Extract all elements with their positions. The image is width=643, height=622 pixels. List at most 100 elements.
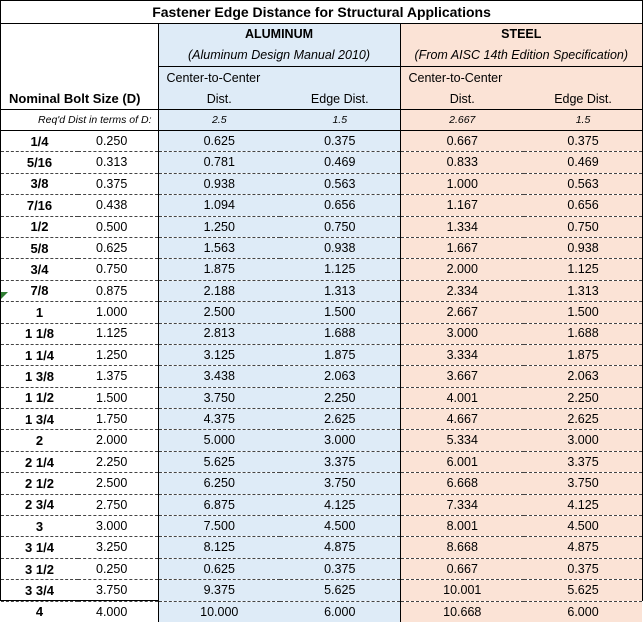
steel-cc-cell: 0.833 [399,151,524,174]
aluminum-cc-cell: 0.625 [157,558,280,581]
nominal-diameter-cell: 4.000 [96,604,128,619]
bolt-size-cell: 1/2 [1,216,78,238]
aluminum-edge-cell: 0.938 [280,237,400,260]
aluminum-cc-cell: 2.813 [157,323,280,345]
table-row: 1 3/8 1.375 3.438 2.063 3.667 2.063 [1,365,643,388]
steel-edge-cell: 0.656 [524,194,643,217]
steel-edge-cell: 4.125 [524,494,643,517]
bolt-size-cell: 1/4 [1,130,78,153]
nominal-diameter-cell: 3.250 [78,536,158,559]
steel-edge-label: Edge Dist. [524,89,643,110]
aluminum-cc-cell: 10.000 [157,601,280,622]
aluminum-cc-cell: 0.938 [157,173,280,196]
nominal-diameter-cell: 0.250 [78,130,158,153]
steel-cc-cell: 3.334 [399,344,524,367]
nominal-diameter-cell: 0.250 [78,558,158,581]
aluminum-cc-cell: 4.375 [157,408,280,431]
aluminum-cc-cell: 5.000 [157,429,280,452]
bolt-size-cell: 3 3/4 [1,579,78,602]
table-row: 1 1/4 1.250 3.125 1.875 3.334 1.875 [1,344,643,367]
bolt-size-cell: 1 3/8 [1,365,78,388]
nominal-diameter-cell: 2.750 [78,494,158,517]
required-distance-label: Req'd Dist in terms of D: [1,109,158,131]
steel-edge-cell: 0.938 [524,237,643,260]
steel-cc-cell: 6.668 [399,472,524,495]
steel-edge-cell: 3.000 [524,429,643,452]
aluminum-cc-label-line2: Dist. [157,89,280,110]
steel-cc-cell: 4.667 [399,408,524,431]
aluminum-edge-cell: 2.063 [280,365,400,388]
aluminum-edge-cell: 1.688 [280,323,400,345]
nominal-diameter-cell: 3.750 [78,579,158,602]
steel-cc-label-line2: Dist. [399,89,524,110]
aluminum-edge-cell: 2.250 [280,387,400,410]
aluminum-edge-cell: 4.500 [280,515,400,538]
nominal-diameter-cell: 1.000 [78,301,158,324]
steel-cc-cell: 1.334 [399,216,524,238]
aluminum-cc-cell: 6.875 [157,494,280,517]
steel-cc-cell: 10.001 [399,579,524,602]
bolt-size-cell: 1 1/2 [1,387,78,410]
steel-edge-cell: 0.750 [524,216,643,238]
table-row: 2 3/4 2.750 6.875 4.125 7.334 4.125 [1,494,643,517]
aluminum-edge-label: Edge Dist. [280,89,400,110]
bolt-size-cell: 1 [1,301,78,324]
table-row: 4 4.000 10.000 6.000 10.668 6.000 [1,601,643,622]
table-row: 1 1/8 1.125 2.813 1.688 3.000 1.688 [1,323,643,345]
steel-cc-cell: 5.334 [399,429,524,452]
steel-cc-cell: 2.667 [399,301,524,324]
aluminum-edge-cell: 0.375 [280,130,400,153]
bolt-size-cell: 7/16 [1,194,78,217]
req-aluminum-edge: 1.5 [280,109,400,131]
bolt-size-cell: 2 1/2 [1,472,78,495]
aluminum-cc-cell: 7.500 [157,515,280,538]
steel-edge-cell: 0.563 [524,173,643,196]
steel-cc-label-line1: Center-to-Center [399,66,524,89]
req-steel-edge: 1.5 [524,109,643,131]
req-steel-cc: 2.667 [399,109,524,131]
aluminum-cc-cell: 1.094 [157,194,280,217]
aluminum-cc-cell: 1.250 [157,216,280,238]
nominal-diameter-cell: 0.313 [78,151,158,174]
aluminum-edge-cell: 0.375 [280,558,400,581]
aluminum-edge-cell: 3.375 [280,451,400,474]
aluminum-cc-cell: 0.625 [157,130,280,153]
bolt-size-cell: 3 [1,515,78,538]
aluminum-cc-cell: 2.500 [157,301,280,324]
steel-source: (From AISC 14th Edition Specification) [399,44,643,67]
table-row: 1/4 0.250 0.625 0.375 0.667 0.375 [1,130,643,153]
steel-edge-cell: 3.750 [524,472,643,495]
nominal-bolt-size-header: Nominal Bolt Size (D) [9,91,141,106]
steel-cc-cell: 1.167 [399,194,524,217]
bolt-size-cell: 4 [35,604,44,620]
aluminum-edge-cell: 5.625 [280,579,400,602]
aluminum-cc-cell: 1.563 [157,237,280,260]
nominal-diameter-cell: 1.125 [78,323,158,345]
steel-edge-cell: 0.469 [524,151,643,174]
steel-cc-cell: 1.667 [399,237,524,260]
steel-edge-cell: 2.063 [524,365,643,388]
aluminum-cc-cell: 8.125 [157,536,280,559]
aluminum-edge-cell: 4.875 [280,536,400,559]
steel-edge-cell: 5.625 [524,579,643,602]
steel-cc-cell: 0.667 [399,130,524,153]
bolt-size-cell: 2 1/4 [1,451,78,474]
steel-cc-cell: 2.000 [399,258,524,281]
steel-cc-cell: 2.334 [399,280,524,303]
aluminum-cc-cell: 3.750 [157,387,280,410]
nominal-diameter-cell: 2.000 [78,429,158,452]
aluminum-edge-cell: 4.125 [280,494,400,517]
steel-cc-cell: 4.001 [399,387,524,410]
table-title: Fastener Edge Distance for Structural Ap… [1,1,643,24]
aluminum-edge-cell: 2.625 [280,408,400,431]
table-row: 2 2.000 5.000 3.000 5.334 3.000 [1,429,643,452]
aluminum-source: (Aluminum Design Manual 2010) [157,44,400,67]
bolt-size-cell: 7/8 [1,280,78,303]
steel-cc-cell: 3.667 [399,365,524,388]
steel-edge-cell: 2.250 [524,387,643,410]
nominal-diameter-cell: 1.250 [78,344,158,367]
aluminum-cc-cell: 2.188 [157,280,280,303]
bolt-size-cell: 1 1/4 [1,344,78,367]
table-row: 2 1/4 2.250 5.625 3.375 6.001 3.375 [1,451,643,474]
